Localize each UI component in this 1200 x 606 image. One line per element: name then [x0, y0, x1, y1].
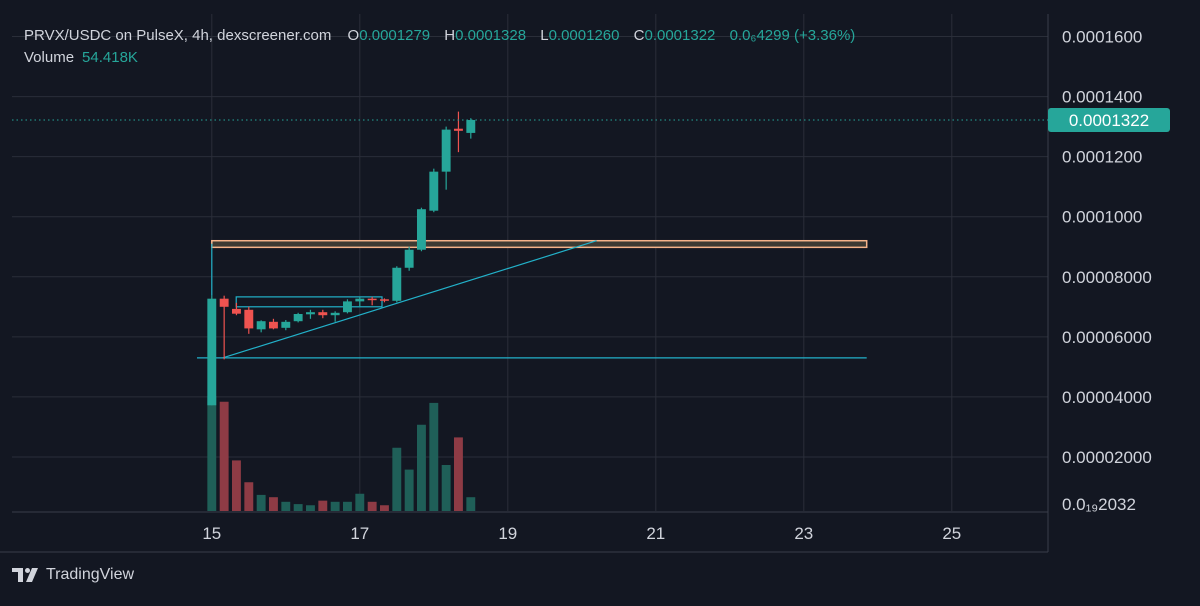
symbol-title: PRVX/USDC on PulseX, 4h, dexscreener.com: [24, 27, 332, 44]
candle-body: [318, 312, 328, 316]
volume-bar: [392, 447, 402, 511]
time-axis-label: 19: [498, 524, 517, 543]
time-axis-label: 15: [202, 524, 221, 543]
candle-body: [441, 129, 451, 172]
time-axis-labels: 15 17 19 21 23 25: [202, 524, 961, 543]
candle-body: [305, 312, 315, 315]
price-axis-label: 0.00002000: [1062, 448, 1152, 467]
volume-bar: [231, 460, 241, 511]
volume-bar: [367, 501, 377, 511]
candles: [207, 111, 476, 406]
current-price-tag: [1048, 108, 1170, 133]
volume-bar: [268, 497, 278, 511]
volume-bar: [416, 424, 426, 511]
volume-bar: [355, 493, 365, 511]
candle-body: [330, 312, 340, 316]
candle-body: [404, 249, 414, 268]
range-box: [235, 296, 383, 308]
volume-bar: [244, 482, 254, 511]
low-label: L: [540, 27, 549, 44]
time-axis-label: 25: [942, 524, 961, 543]
current-price-label: 0.0001322: [1069, 111, 1149, 130]
grid-lines: [12, 14, 1048, 511]
volume-bar: [379, 505, 389, 511]
price-axis-label: 0.0001200: [1062, 148, 1142, 167]
candle-body: [244, 309, 254, 329]
volume-bar: [404, 469, 414, 511]
volume-bar: [305, 505, 315, 511]
candle-body: [342, 301, 352, 313]
candle-body: [355, 298, 365, 302]
volume-value: 54.418K: [82, 49, 138, 66]
candle-body: [416, 209, 426, 250]
volume-bar: [441, 465, 451, 511]
price-axis-label: 0.0001400: [1062, 88, 1142, 107]
volume-bar: [281, 501, 291, 511]
low-value: 0.0001260: [548, 27, 620, 44]
candle-body: [367, 298, 377, 301]
volume-bar: [256, 494, 266, 511]
open-value: 0.0001279: [359, 27, 431, 44]
candle-body: [219, 298, 229, 307]
candle-body: [429, 171, 439, 211]
volume-label: Volume: [24, 49, 75, 66]
candle-body: [293, 314, 303, 322]
candle-body: [466, 120, 476, 133]
volume-bar: [429, 402, 439, 511]
volume-bar: [466, 497, 476, 511]
volume-bar: [342, 501, 352, 511]
time-axis-label: 23: [794, 524, 813, 543]
price-axis-label: 0.00004000: [1062, 388, 1152, 407]
candle-body: [281, 321, 291, 328]
candle-body: [231, 308, 241, 314]
candle-body: [379, 299, 389, 301]
high-value: 0.0001328: [455, 27, 527, 44]
price-axis-label: 0.00006000: [1062, 328, 1152, 347]
change-value: 0.0₆4299 (+3.36%): [729, 27, 856, 44]
candle-body: [392, 267, 402, 301]
brand-name: TradingView: [46, 566, 135, 583]
close-label: C: [633, 27, 645, 44]
rising-trendline: [222, 240, 597, 359]
ohlc-legend: PRVX/USDC on PulseX, 4h, dexscreener.com…: [24, 25, 865, 47]
candle-body: [453, 128, 463, 131]
volume-bar: [219, 401, 229, 511]
price-axis-label: 0.0001000: [1062, 208, 1142, 227]
price-axis-label: 0.00008000: [1062, 268, 1152, 287]
volume-bar: [293, 504, 303, 511]
tradingview-brand[interactable]: TradingView: [12, 566, 134, 584]
volume-bar: [207, 396, 217, 511]
price-axis-label: 0.0001600: [1062, 28, 1142, 47]
volume-bar: [318, 500, 328, 511]
candle-body: [268, 321, 278, 329]
volume-bars: [207, 396, 476, 511]
open-label: O: [347, 27, 360, 44]
time-axis-label: 17: [350, 524, 369, 543]
time-axis-label: 21: [646, 524, 665, 543]
price-axis-label: 0.0₁₉2032: [1062, 495, 1136, 514]
candle-body: [207, 298, 217, 406]
volume-bar: [330, 501, 340, 511]
close-value: 0.0001322: [644, 27, 716, 44]
resistance-zone: [211, 239, 868, 249]
high-label: H: [444, 27, 456, 44]
candle-body: [256, 321, 266, 330]
tradingview-logo-icon: [12, 568, 40, 582]
price-axis-labels: 0.0001600 0.0001400 0.0001200 0.0001000 0.00…: [1062, 28, 1152, 514]
volume-bar: [453, 437, 463, 511]
volume-legend: Volume 54.418K: [24, 47, 138, 69]
